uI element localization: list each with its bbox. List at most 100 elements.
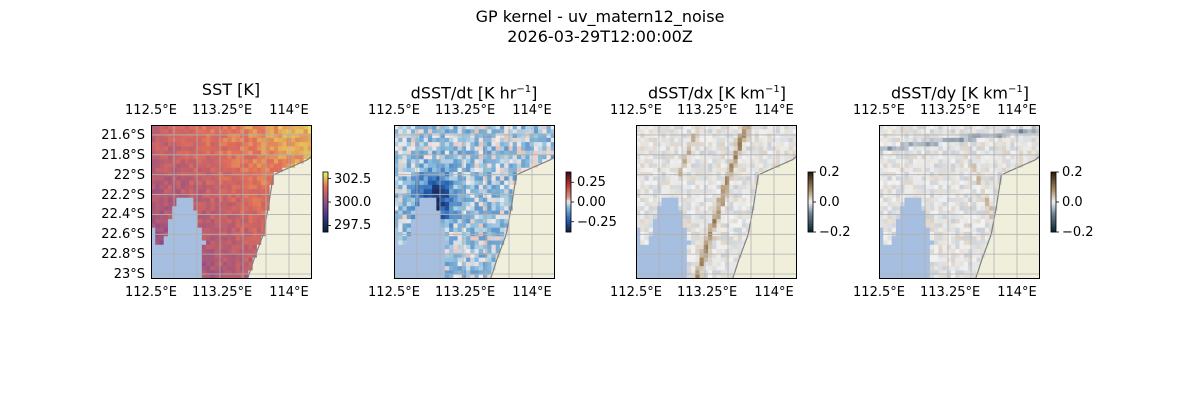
- heatmap-cell: [512, 197, 518, 203]
- heatmap-cell: [1027, 189, 1032, 194]
- heatmap-cell: [775, 193, 781, 199]
- heatmap-cell: [184, 180, 190, 186]
- heatmap-cell: [201, 257, 207, 263]
- heatmap-cell: [466, 261, 471, 267]
- heatmap-cell: [682, 202, 688, 207]
- heatmap-cell: [256, 129, 262, 134]
- heatmap-cell: [163, 236, 169, 241]
- heatmap-cell: [661, 159, 667, 164]
- heatmap-cell: [402, 240, 408, 246]
- heatmap-cell: [525, 253, 530, 259]
- heatmap-cell: [648, 244, 654, 250]
- heatmap-cell: [699, 244, 705, 250]
- heatmap-cell: [754, 125, 760, 130]
- heatmap-cell: [538, 193, 543, 199]
- heatmap-cell: [419, 257, 425, 263]
- heatmap-cell: [402, 206, 408, 211]
- heatmap-cell: [273, 176, 279, 182]
- heatmap-cell: [938, 163, 943, 169]
- heatmap-cell: [512, 189, 518, 194]
- heatmap-cell: [307, 253, 312, 259]
- heatmap-cell: [180, 223, 186, 229]
- heatmap-cell: [491, 249, 497, 254]
- heatmap-cell: [934, 167, 939, 173]
- heatmap-cell: [218, 133, 224, 139]
- heatmap-cell: [657, 193, 662, 199]
- heatmap-cell: [248, 163, 254, 169]
- heatmap-cell: [184, 133, 190, 139]
- heatmap-cell: [644, 266, 650, 271]
- heatmap-cell: [201, 167, 207, 173]
- heatmap-cell: [470, 159, 475, 164]
- heatmap-cell: [955, 154, 960, 160]
- heatmap-cell: [682, 159, 688, 164]
- heatmap-cell: [1031, 197, 1037, 203]
- heatmap-cell: [466, 154, 471, 160]
- heatmap-cell: [538, 163, 543, 169]
- heatmap-cell: [436, 223, 442, 229]
- heatmap-cell: [686, 270, 692, 276]
- heatmap-cell: [682, 197, 688, 203]
- heatmap-cell: [235, 266, 241, 271]
- heatmap-cell: [227, 249, 232, 254]
- heatmap-cell: [1031, 146, 1037, 152]
- heatmap-cell: [674, 274, 679, 279]
- heatmap-cell: [657, 261, 662, 267]
- y-tick-label: 21.8°S: [101, 147, 145, 163]
- heatmap-cell: [197, 270, 203, 276]
- heatmap-cell: [1001, 129, 1007, 134]
- heatmap-cell: [908, 150, 914, 156]
- heatmap-cell: [499, 214, 505, 220]
- heatmap-cell: [550, 163, 555, 169]
- heatmap-cell: [248, 197, 254, 203]
- heatmap-cell: [491, 163, 497, 169]
- heatmap-cell: [682, 214, 688, 220]
- heatmap-cell: [227, 176, 232, 182]
- colorbar-segment: [323, 192, 328, 195]
- heatmap-cell: [461, 125, 467, 130]
- heatmap-cell: [784, 142, 789, 147]
- heatmap-cell: [754, 261, 760, 267]
- heatmap-cell: [256, 125, 262, 130]
- heatmap-cell: [184, 176, 190, 182]
- heatmap-cell: [151, 154, 156, 160]
- heatmap-cell: [176, 266, 182, 271]
- heatmap-cell: [703, 159, 709, 164]
- heatmap-cell: [218, 223, 224, 229]
- heatmap-cell: [648, 163, 654, 169]
- heatmap-cell: [269, 223, 275, 229]
- heatmap-cell: [231, 261, 237, 267]
- heatmap-cell: [891, 142, 897, 147]
- heatmap-cell: [504, 137, 509, 143]
- y-tick-label: 22.8°S: [101, 247, 145, 263]
- heatmap-cell: [201, 176, 207, 182]
- heatmap-cell: [521, 249, 526, 254]
- heatmap-cell: [784, 129, 789, 134]
- heatmap-cell: [163, 154, 169, 160]
- heatmap-cell: [449, 142, 454, 147]
- heatmap-cell: [767, 257, 772, 263]
- heatmap-cell: [686, 197, 692, 203]
- heatmap-cell: [261, 249, 266, 254]
- heatmap-cell: [946, 154, 952, 160]
- heatmap-cell: [780, 150, 785, 156]
- heatmap-cell: [640, 193, 645, 199]
- heatmap-cell: [252, 210, 258, 216]
- heatmap-cell: [708, 197, 713, 203]
- heatmap-cell: [167, 227, 173, 233]
- heatmap-cell: [290, 206, 296, 211]
- heatmap-cell: [648, 125, 654, 130]
- heatmap-cell: [550, 159, 555, 164]
- heatmap-cell: [423, 193, 429, 199]
- heatmap-cell: [482, 206, 488, 211]
- heatmap-cell: [256, 137, 262, 143]
- heatmap-cell: [665, 249, 671, 254]
- heatmap-cell: [1010, 163, 1015, 169]
- heatmap-cell: [925, 125, 931, 130]
- heatmap-cell: [1006, 184, 1011, 190]
- heatmap-cell: [1006, 133, 1011, 139]
- heatmap-cell: [792, 167, 797, 173]
- heatmap-cell: [163, 266, 169, 271]
- heatmap-cell: [394, 146, 399, 152]
- heatmap-cell: [223, 257, 228, 263]
